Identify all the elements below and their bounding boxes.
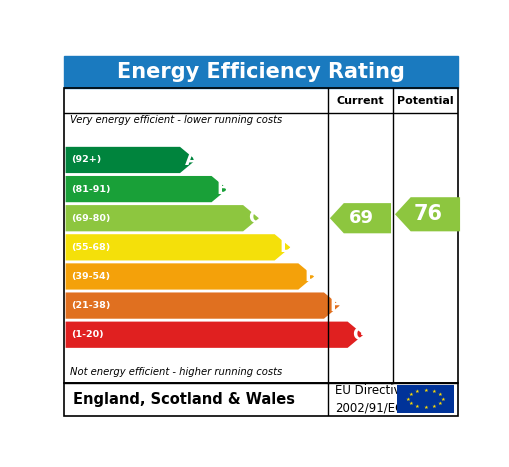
Text: EU Directive
2002/91/EC: EU Directive 2002/91/EC	[335, 384, 408, 414]
Text: Very energy efficient - lower running costs: Very energy efficient - lower running co…	[70, 115, 282, 125]
Polygon shape	[66, 147, 196, 173]
Text: D: D	[279, 238, 294, 256]
Text: Potential: Potential	[397, 96, 454, 106]
Polygon shape	[66, 322, 363, 348]
Polygon shape	[330, 203, 391, 234]
Text: C: C	[248, 209, 262, 227]
Text: ★: ★	[423, 388, 428, 393]
Polygon shape	[66, 234, 291, 261]
Text: (39-54): (39-54)	[71, 272, 110, 281]
Text: E: E	[304, 268, 316, 285]
Text: B: B	[216, 180, 230, 198]
Text: Energy Efficiency Rating: Energy Efficiency Rating	[117, 62, 405, 82]
Polygon shape	[395, 197, 460, 231]
Text: ★: ★	[408, 392, 413, 397]
Text: (92+): (92+)	[71, 156, 102, 164]
Bar	[64, 56, 458, 88]
Text: ★: ★	[432, 389, 437, 394]
Text: ★: ★	[415, 389, 419, 394]
Text: ★: ★	[438, 401, 443, 406]
Text: (55-68): (55-68)	[71, 243, 111, 252]
Text: 76: 76	[414, 204, 443, 224]
Text: ★: ★	[438, 392, 443, 397]
Polygon shape	[66, 205, 259, 231]
Text: Current: Current	[336, 96, 384, 106]
Polygon shape	[66, 292, 340, 318]
Text: 69: 69	[349, 209, 374, 227]
Text: (69-80): (69-80)	[71, 214, 111, 223]
Polygon shape	[66, 176, 228, 202]
Text: G: G	[352, 325, 367, 344]
Bar	[64, 382, 458, 416]
Text: ★: ★	[440, 396, 445, 402]
Text: F: F	[330, 297, 342, 315]
Text: A: A	[185, 151, 199, 169]
Text: (1-20): (1-20)	[71, 330, 104, 339]
Text: ★: ★	[415, 404, 419, 409]
Text: ★: ★	[423, 405, 428, 410]
Polygon shape	[66, 263, 314, 290]
Text: ★: ★	[406, 396, 411, 402]
Text: ★: ★	[408, 401, 413, 406]
Bar	[64, 88, 458, 382]
Text: Not energy efficient - higher running costs: Not energy efficient - higher running co…	[70, 367, 282, 377]
Text: (81-91): (81-91)	[71, 184, 111, 194]
Text: ★: ★	[432, 404, 437, 409]
Text: England, Scotland & Wales: England, Scotland & Wales	[73, 392, 296, 407]
Text: (21-38): (21-38)	[71, 301, 111, 310]
Bar	[397, 385, 454, 413]
